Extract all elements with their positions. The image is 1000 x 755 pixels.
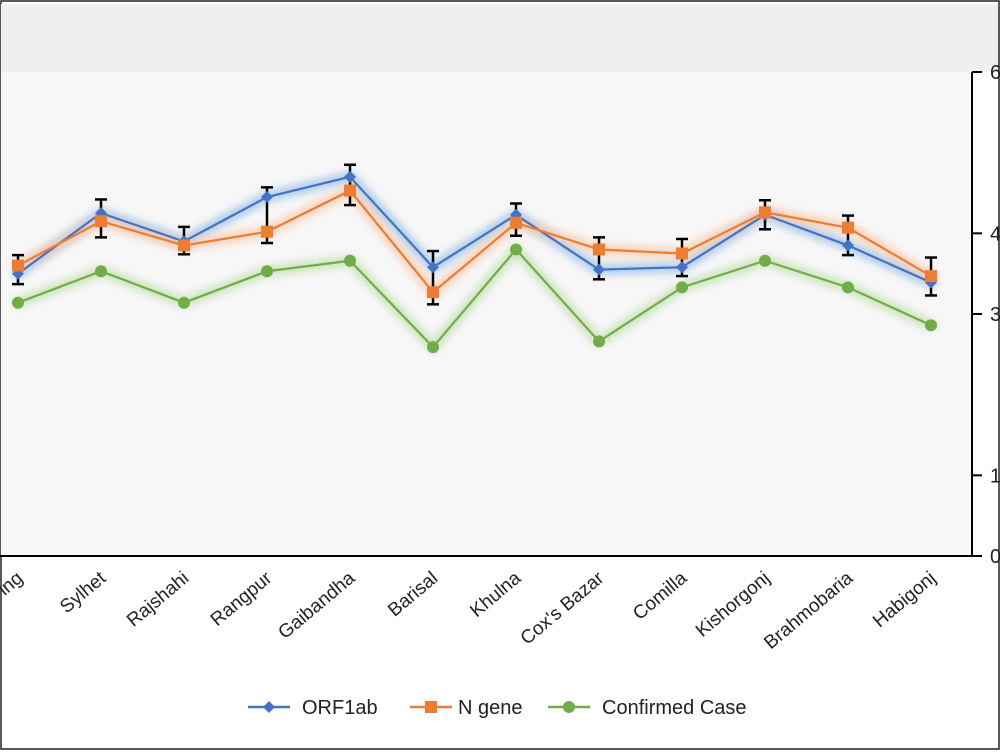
- data-point-confirmed-case: [510, 243, 522, 256]
- data-point-confirmed-case: [925, 319, 937, 332]
- data-point-confirmed-case: [178, 296, 190, 309]
- y-tick-label: 6: [990, 62, 1000, 84]
- series-line-n-gene: [17, 189, 932, 294]
- data-point-orf1ab: [427, 261, 439, 274]
- data-point-n-gene: [95, 215, 107, 228]
- y-tick-label: 3: [990, 304, 1000, 326]
- data-point-n-gene: [759, 206, 771, 219]
- data-point-orf1ab: [593, 263, 605, 276]
- series-line-confirmed-case: [17, 248, 932, 349]
- data-point-n-gene: [510, 216, 522, 229]
- data-point-n-gene: [261, 225, 273, 238]
- data-point-confirmed-case: [593, 335, 605, 348]
- y-tick-label: 0: [990, 546, 1000, 568]
- data-point-n-gene: [676, 247, 688, 260]
- legend-item-confirmed-case[interactable]: Confirmed Case: [548, 697, 747, 719]
- data-point-confirmed-case: [676, 281, 688, 294]
- data-point-n-gene: [178, 239, 190, 252]
- y-tick-label: 1: [990, 465, 1000, 487]
- legend-label: N gene: [458, 697, 523, 719]
- y-tick-label: 4: [990, 223, 1000, 245]
- data-point-n-gene: [427, 286, 439, 299]
- data-point-n-gene: [842, 221, 854, 234]
- data-point-confirmed-case: [261, 265, 273, 278]
- data-point-n-gene: [12, 259, 24, 272]
- legend-marker: [563, 701, 575, 713]
- legend-label: Confirmed Case: [602, 697, 747, 719]
- series-line-orf1ab: [17, 175, 932, 284]
- legend-marker: [263, 701, 275, 713]
- data-point-confirmed-case: [12, 296, 24, 309]
- data-point-n-gene: [925, 270, 937, 283]
- data-point-orf1ab: [676, 261, 688, 274]
- data-point-confirmed-case: [95, 265, 107, 278]
- data-point-n-gene: [593, 243, 605, 256]
- data-point-confirmed-case: [842, 281, 854, 294]
- data-point-confirmed-case: [344, 254, 356, 267]
- data-point-orf1ab: [842, 239, 854, 252]
- plot-area: [1, 72, 972, 556]
- legend-item-n-gene[interactable]: N gene: [410, 697, 523, 719]
- data-point-orf1ab: [344, 170, 356, 183]
- legend-marker: [425, 701, 437, 713]
- legend-item-orf1ab[interactable]: ORF1ab: [248, 697, 378, 719]
- title-band: [1, 4, 998, 72]
- data-point-confirmed-case: [759, 254, 771, 267]
- data-point-n-gene: [344, 184, 356, 197]
- data-point-confirmed-case: [427, 341, 439, 354]
- data-point-orf1ab: [261, 191, 273, 204]
- legend-label: ORF1ab: [302, 697, 378, 719]
